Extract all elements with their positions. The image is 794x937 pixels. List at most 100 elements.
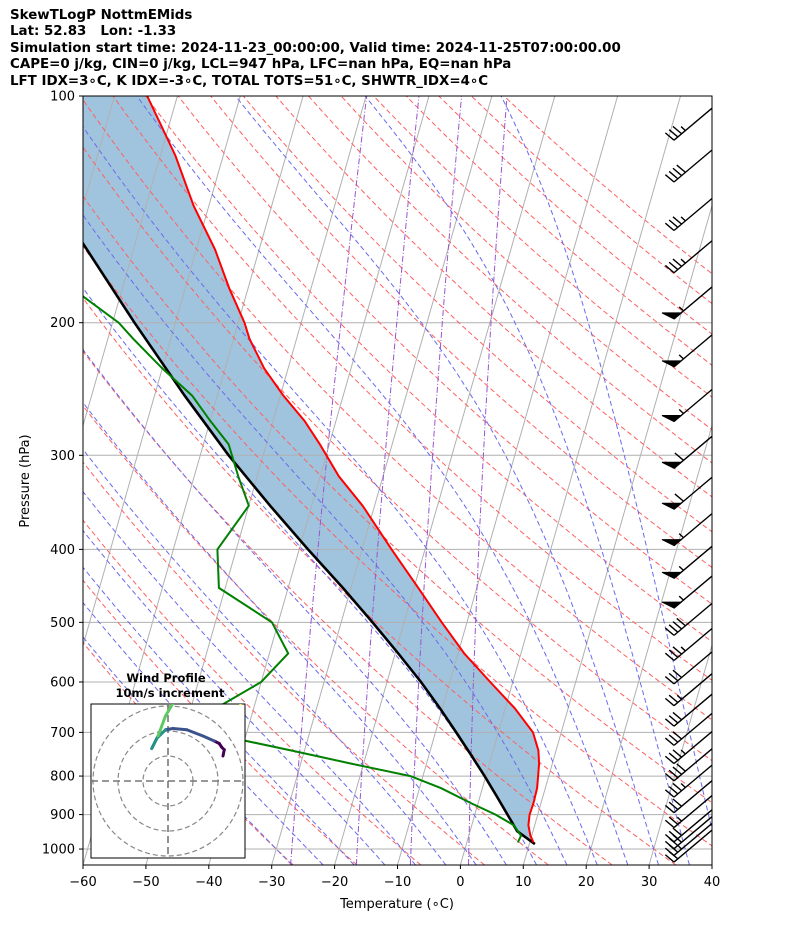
parcel-shade <box>83 96 540 843</box>
plot-area <box>83 96 712 865</box>
wind-barb <box>661 476 713 510</box>
dry-adiabat <box>83 350 613 865</box>
wind-barb <box>661 334 713 368</box>
isotherm <box>585 423 712 865</box>
dry-adiabat <box>83 641 294 865</box>
wind-barb <box>664 693 713 727</box>
x-tick-label: −30 <box>258 875 285 890</box>
x-axis-label: Temperature (∘C) <box>339 897 454 912</box>
isotherm <box>271 96 493 865</box>
wind-barb <box>664 240 713 274</box>
y-tick-label: 700 <box>50 726 75 741</box>
wind-barb <box>664 731 713 765</box>
y-axis-label: Pressure (hPa) <box>18 434 33 527</box>
dry-adiabat <box>83 297 677 865</box>
hodograph-segment <box>156 714 167 738</box>
indices-line: LFT IDX=3∘C, K IDX=-3∘C, TOTAL TOTS=51∘C… <box>10 73 489 89</box>
dry-adiabat <box>210 96 712 569</box>
dewpoint-line <box>83 295 523 843</box>
location-line: Lat: 52.83 Lon: -1.33 <box>10 24 177 40</box>
moist-adiabat <box>83 601 324 865</box>
dry-adiabat <box>83 519 422 865</box>
moist-adiabat <box>83 529 386 865</box>
wind-barb <box>664 651 713 685</box>
mixing-ratio-line <box>355 96 420 865</box>
x-tick-label: 0 <box>456 875 464 890</box>
wind-barb <box>664 627 713 662</box>
y-tick-label: 200 <box>50 316 75 331</box>
wind-barb <box>664 809 713 843</box>
y-tick-label: 1000 <box>42 843 75 858</box>
moist-adiabat <box>83 401 477 865</box>
chart-header: SkewTLogP NottmEMids Lat: 52.83 Lon: -1.… <box>10 8 621 90</box>
isotherm <box>334 96 556 865</box>
x-tick-label: −60 <box>69 875 96 890</box>
wind-barb <box>661 286 713 320</box>
y-tick-label: 600 <box>50 675 75 690</box>
hodograph-subtitle: 10m/s increment <box>116 686 225 700</box>
hodograph-title: Wind Profile <box>126 671 206 685</box>
moist-adiabat <box>83 126 598 865</box>
dry-adiabat <box>373 96 712 398</box>
x-tick-label: −50 <box>132 875 159 890</box>
wind-barb <box>664 822 713 856</box>
wind-barb <box>661 435 713 469</box>
y-tick-label: 900 <box>50 808 75 823</box>
y-tick-label: 500 <box>50 616 75 631</box>
y-tick-label: 300 <box>50 449 75 464</box>
isotherm <box>459 96 681 865</box>
moist-adiabat <box>83 566 355 865</box>
wind-barb <box>664 748 713 782</box>
moist-adiabat <box>83 490 416 865</box>
mixing-ratio-line <box>409 96 463 865</box>
hodograph-segment <box>236 671 240 681</box>
x-tick-label: 30 <box>641 875 658 890</box>
time-line: Simulation start time: 2024-11-23_00:00:… <box>10 40 621 56</box>
wind-barb <box>664 712 713 746</box>
dry-adiabat <box>177 96 712 605</box>
stability-line: CAPE=0 j/kg, CIN=0 j/kg, LCL=947 hPa, LF… <box>10 57 512 73</box>
moist-adiabat <box>83 348 507 865</box>
isotherm <box>522 203 712 865</box>
x-tick-label: −40 <box>195 875 222 890</box>
wind-barb <box>664 149 713 183</box>
y-tick-label: 400 <box>50 543 75 558</box>
wind-barb <box>664 780 713 814</box>
hodograph-segment <box>171 727 189 732</box>
hodograph-segment <box>185 728 205 738</box>
y-tick-label: 100 <box>50 90 75 105</box>
x-tick-label: 20 <box>578 875 595 890</box>
parcel-profile-line <box>83 241 536 846</box>
moist-adiabat <box>83 214 568 865</box>
wind-barb <box>664 107 713 141</box>
hodograph-segment <box>201 734 216 743</box>
y-tick-label: 800 <box>50 770 75 785</box>
isotherm <box>83 96 178 428</box>
hodograph-segment <box>164 704 175 718</box>
dry-adiabat <box>83 245 712 847</box>
wind-barb <box>661 575 713 609</box>
isotherm <box>648 643 712 865</box>
hodograph-segment <box>216 669 236 672</box>
x-tick-label: −10 <box>384 875 411 890</box>
wind-barb <box>664 197 713 232</box>
moist-adiabat <box>136 96 629 865</box>
axes: −60 −50 −40 −30 −20 −10 0 10 20 30 40 1000 900 800 700… <box>42 90 720 891</box>
wind-barb <box>664 673 713 707</box>
dry-adiabat <box>242 96 712 533</box>
x-tick-label: 10 <box>515 875 532 890</box>
isotherm <box>711 863 712 865</box>
x-tick-label: 40 <box>704 875 721 890</box>
mixing-ratio-line <box>468 96 508 865</box>
wind-barb <box>661 513 713 547</box>
hodograph-segment <box>151 734 160 748</box>
moist-adiabat <box>83 287 538 865</box>
moist-adiabat <box>500 96 712 832</box>
x-tick-label: −20 <box>321 875 348 890</box>
wind-barb <box>664 764 713 798</box>
temperature-line <box>146 96 541 843</box>
chart-title: SkewTLogP NottmEMids <box>10 8 193 23</box>
wind-barb <box>664 602 713 636</box>
